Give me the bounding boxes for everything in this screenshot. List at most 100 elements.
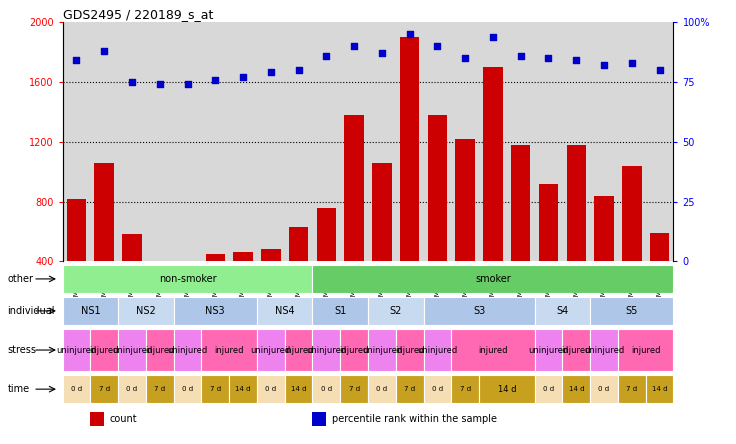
Bar <box>233 252 252 262</box>
Bar <box>511 145 531 262</box>
Bar <box>562 329 590 371</box>
Bar <box>428 115 447 262</box>
Text: 0 d: 0 d <box>71 386 82 392</box>
Text: 7 d: 7 d <box>154 386 166 392</box>
Text: NS4: NS4 <box>275 306 294 316</box>
Bar <box>372 163 392 262</box>
Bar <box>396 329 423 371</box>
Bar <box>534 329 562 371</box>
Point <box>210 76 222 83</box>
Bar <box>423 375 451 403</box>
Bar <box>368 329 396 371</box>
Bar <box>484 67 503 262</box>
Text: injured: injured <box>395 345 425 354</box>
Bar <box>205 254 225 262</box>
Bar <box>257 329 285 371</box>
Bar <box>174 297 257 325</box>
Text: NS1: NS1 <box>80 306 100 316</box>
Point <box>459 55 471 62</box>
Point <box>626 59 637 67</box>
Bar <box>202 375 229 403</box>
Text: stress: stress <box>7 345 36 355</box>
Bar <box>423 329 451 371</box>
Bar <box>261 250 280 262</box>
Text: injured: injured <box>145 345 174 354</box>
Text: injured: injured <box>339 345 369 354</box>
Text: 7 d: 7 d <box>349 386 360 392</box>
Bar <box>118 375 146 403</box>
Bar <box>313 329 340 371</box>
Bar <box>202 329 257 371</box>
Text: individual: individual <box>7 306 55 316</box>
Bar <box>650 233 669 262</box>
Point <box>404 31 416 38</box>
Bar <box>618 329 673 371</box>
Point <box>237 74 249 81</box>
Bar <box>257 375 285 403</box>
Bar <box>567 145 586 262</box>
Bar <box>229 375 257 403</box>
Text: injured: injured <box>284 345 314 354</box>
Bar <box>118 297 174 325</box>
Point <box>265 69 277 76</box>
Text: 7 d: 7 d <box>210 386 221 392</box>
Text: 14 d: 14 d <box>236 386 251 392</box>
Bar <box>622 166 642 262</box>
Bar <box>456 139 475 262</box>
Bar <box>400 37 420 262</box>
Text: injured: injured <box>562 345 591 354</box>
Bar <box>562 375 590 403</box>
Bar <box>91 329 118 371</box>
Point <box>487 33 499 40</box>
Text: 14 d: 14 d <box>291 386 306 392</box>
Text: uninjured: uninjured <box>251 345 291 354</box>
Text: 0 d: 0 d <box>598 386 609 392</box>
Text: non-smoker: non-smoker <box>159 274 216 284</box>
Point <box>542 55 554 62</box>
Bar <box>146 329 174 371</box>
Bar <box>594 195 614 262</box>
Bar <box>122 234 142 262</box>
Bar <box>539 184 558 262</box>
Text: uninjured: uninjured <box>57 345 96 354</box>
Text: injured: injured <box>90 345 119 354</box>
Text: 0 d: 0 d <box>321 386 332 392</box>
Text: uninjured: uninjured <box>362 345 402 354</box>
Text: injured: injured <box>478 345 508 354</box>
Bar <box>257 297 313 325</box>
Text: 0 d: 0 d <box>432 386 443 392</box>
Point <box>570 57 582 64</box>
Bar <box>344 115 364 262</box>
Text: uninjured: uninjured <box>417 345 458 354</box>
Text: uninjured: uninjured <box>306 345 347 354</box>
Point <box>126 79 138 86</box>
Point <box>431 43 443 50</box>
Bar <box>285 375 313 403</box>
Bar <box>118 329 146 371</box>
Bar <box>645 375 673 403</box>
Text: time: time <box>7 384 29 394</box>
Point <box>654 67 665 74</box>
Bar <box>340 329 368 371</box>
Text: NS2: NS2 <box>136 306 156 316</box>
Point <box>71 57 82 64</box>
Bar <box>63 297 118 325</box>
Bar <box>534 297 590 325</box>
Bar <box>368 375 396 403</box>
Bar <box>590 297 673 325</box>
Bar <box>313 265 673 293</box>
Bar <box>91 375 118 403</box>
Bar <box>313 375 340 403</box>
Bar <box>451 375 479 403</box>
Point <box>348 43 360 50</box>
Bar <box>313 297 368 325</box>
Bar <box>423 297 534 325</box>
Text: 0 d: 0 d <box>127 386 138 392</box>
Bar <box>590 375 618 403</box>
Bar <box>618 375 645 403</box>
Text: NS3: NS3 <box>205 306 225 316</box>
Bar <box>67 198 86 262</box>
Bar <box>63 329 91 371</box>
Point <box>99 48 110 55</box>
Bar <box>479 375 534 403</box>
